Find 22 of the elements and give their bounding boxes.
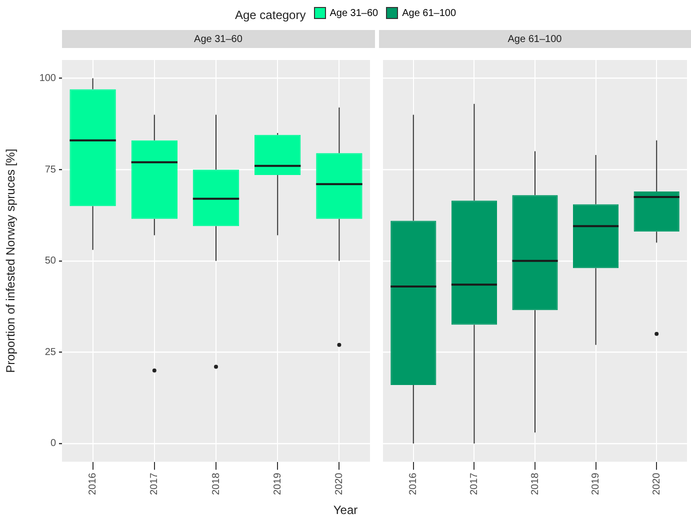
y-tick-label: 75 xyxy=(44,164,56,176)
legend-label: Age 31–60 xyxy=(330,8,378,18)
x-tick-label: 2019 xyxy=(272,472,284,496)
x-tick-label: 2017 xyxy=(468,472,480,496)
legend-label: Age 61–100 xyxy=(402,8,456,18)
x-tick-label: 2018 xyxy=(529,472,540,496)
x-tick-label: 2018 xyxy=(210,472,222,496)
y-tick-label: 0 xyxy=(50,438,56,450)
x-tick-label: 2019 xyxy=(590,472,602,496)
chart-title: Age 31–60 xyxy=(62,30,374,48)
chart-title: Age 61–100 xyxy=(378,30,691,48)
x-tick-label: 2020 xyxy=(650,472,662,496)
y-tick-label: 25 xyxy=(44,346,56,358)
y-axis-title: Proportion of infested Norway spruces [%] xyxy=(4,148,18,373)
y-tick-label: 50 xyxy=(44,256,56,267)
x-tick-label: 2020 xyxy=(334,472,345,496)
x-tick-label: 2016 xyxy=(408,472,419,496)
x-axis-title: Year xyxy=(332,502,359,519)
x-tick-label: 2016 xyxy=(88,472,99,496)
x-tick-label: 2017 xyxy=(149,472,160,496)
y-tick-label: 100 xyxy=(39,73,56,84)
legend-title: Age category xyxy=(235,8,306,22)
